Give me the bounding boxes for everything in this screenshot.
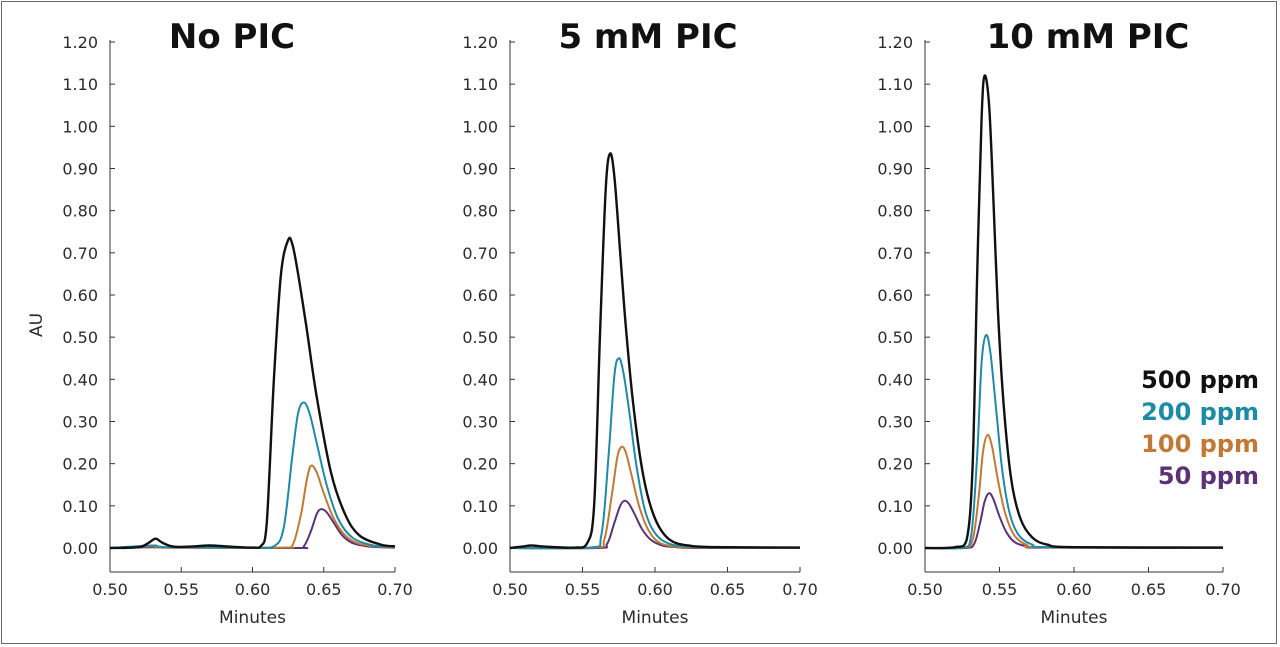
y-tick-label: 1.10 xyxy=(62,75,98,94)
x-tick-label: 0.70 xyxy=(377,580,413,599)
x-tick-label: 0.60 xyxy=(637,580,673,599)
x-tick-label: 0.55 xyxy=(565,580,601,599)
y-tick-label: 0.30 xyxy=(877,413,913,432)
y-tick-label: 0.20 xyxy=(62,455,98,474)
chart-panel-2: 0.00 0.10 0.20 0.30 0.40 0.50 0.60 0.70 0.80 0.90… xyxy=(462,17,817,628)
y-tick-label: 0.60 xyxy=(462,286,498,305)
y-axis-label: AU xyxy=(27,313,47,337)
y-tick-label: 1.20 xyxy=(462,33,498,52)
y-tick-label: 0.70 xyxy=(62,244,98,263)
y-tick-label: 0.50 xyxy=(877,328,913,347)
y-tick-label: 0.50 xyxy=(62,328,98,347)
panel-title: 5 mM PIC xyxy=(558,17,737,57)
series-line-500-ppm xyxy=(109,236,396,550)
y-tick-label: 0.30 xyxy=(462,413,498,432)
series-line-200-ppm xyxy=(109,401,396,549)
y-tick-label: 0.30 xyxy=(62,413,98,432)
x-axis-label: Minutes xyxy=(219,608,286,628)
legend-item-100-ppm: 100 ppm xyxy=(1141,430,1259,458)
legend-item-500-ppm: 500 ppm xyxy=(1141,366,1259,394)
chart-panel-1: 0.00 0.10 0.20 0.30 0.40 0.50 0.60 0.70 0.80 0.90… xyxy=(27,17,413,628)
legend-item-200-ppm: 200 ppm xyxy=(1141,398,1259,426)
series-line-50-ppm xyxy=(509,499,801,550)
y-tick-label: 0.60 xyxy=(877,286,913,305)
x-tick-label: 0.70 xyxy=(1205,580,1241,599)
y-tick-label: 0.90 xyxy=(877,160,913,179)
x-tick-label: 0.55 xyxy=(982,580,1018,599)
panel-title: No PIC xyxy=(169,17,295,57)
y-tick-label: 1.00 xyxy=(62,117,98,136)
y-tick-label: 0.10 xyxy=(62,497,98,516)
y-tick-label: 0.80 xyxy=(462,202,498,221)
x-tick-label: 0.65 xyxy=(710,580,746,599)
y-tick-label: 1.20 xyxy=(62,33,98,52)
y-tick-label: 1.10 xyxy=(462,75,498,94)
legend-item-50-ppm: 50 ppm xyxy=(1158,462,1259,490)
x-tick-label: 0.65 xyxy=(1131,580,1167,599)
series-line-100-ppm xyxy=(509,445,801,550)
y-tick-label: 1.10 xyxy=(877,75,913,94)
series-line-100-ppm xyxy=(924,433,1224,550)
y-tick-label: 0.40 xyxy=(877,370,913,389)
y-tick-label: 0.80 xyxy=(877,202,913,221)
y-tick-label: 0.90 xyxy=(62,160,98,179)
y-tick-label: 0.90 xyxy=(462,160,498,179)
y-tick-label: 0.70 xyxy=(462,244,498,263)
x-tick-label: 0.50 xyxy=(92,580,128,599)
legend: 500 ppm 200 ppm 100 ppm 50 ppm xyxy=(1141,366,1259,490)
y-tick-label: 0.10 xyxy=(462,497,498,516)
y-tick-label: 0.50 xyxy=(462,328,498,347)
x-tick-label: 0.70 xyxy=(782,580,818,599)
y-tick-label: 0.40 xyxy=(462,370,498,389)
y-tick-label: 0.40 xyxy=(62,370,98,389)
y-tick-label: 0.20 xyxy=(462,455,498,474)
x-tick-label: 0.65 xyxy=(306,580,342,599)
x-tick-label: 0.55 xyxy=(163,580,199,599)
y-tick-label: 0.70 xyxy=(877,244,913,263)
chart-panel-3: 0.00 0.10 0.20 0.30 0.40 0.50 0.60 0.70 0.80 0.90… xyxy=(877,17,1240,628)
y-tick-label: 0.00 xyxy=(877,539,913,558)
series-line-500-ppm xyxy=(509,152,801,550)
y-tick-label: 1.00 xyxy=(877,117,913,136)
y-tick-label: 0.00 xyxy=(62,539,98,558)
x-tick-label: 0.60 xyxy=(1056,580,1092,599)
y-tick-label: 0.80 xyxy=(62,202,98,221)
panel-title: 10 mM PIC xyxy=(987,17,1190,57)
y-tick-label: 0.10 xyxy=(877,497,913,516)
x-axis-label: Minutes xyxy=(1041,608,1108,628)
y-tick-label: 0.20 xyxy=(877,455,913,474)
series-line-100-ppm xyxy=(109,464,396,549)
series-line-200-ppm xyxy=(924,333,1224,550)
series-line-200-ppm xyxy=(509,357,801,550)
y-tick-label: 1.20 xyxy=(877,33,913,52)
x-tick-label: 0.60 xyxy=(235,580,271,599)
x-tick-label: 0.50 xyxy=(907,580,943,599)
y-tick-label: 0.00 xyxy=(462,539,498,558)
y-tick-label: 1.00 xyxy=(462,117,498,136)
x-tick-label: 0.50 xyxy=(492,580,528,599)
series-line-500-ppm xyxy=(924,74,1224,550)
x-axis-label: Minutes xyxy=(622,608,689,628)
y-tick-label: 0.60 xyxy=(62,286,98,305)
